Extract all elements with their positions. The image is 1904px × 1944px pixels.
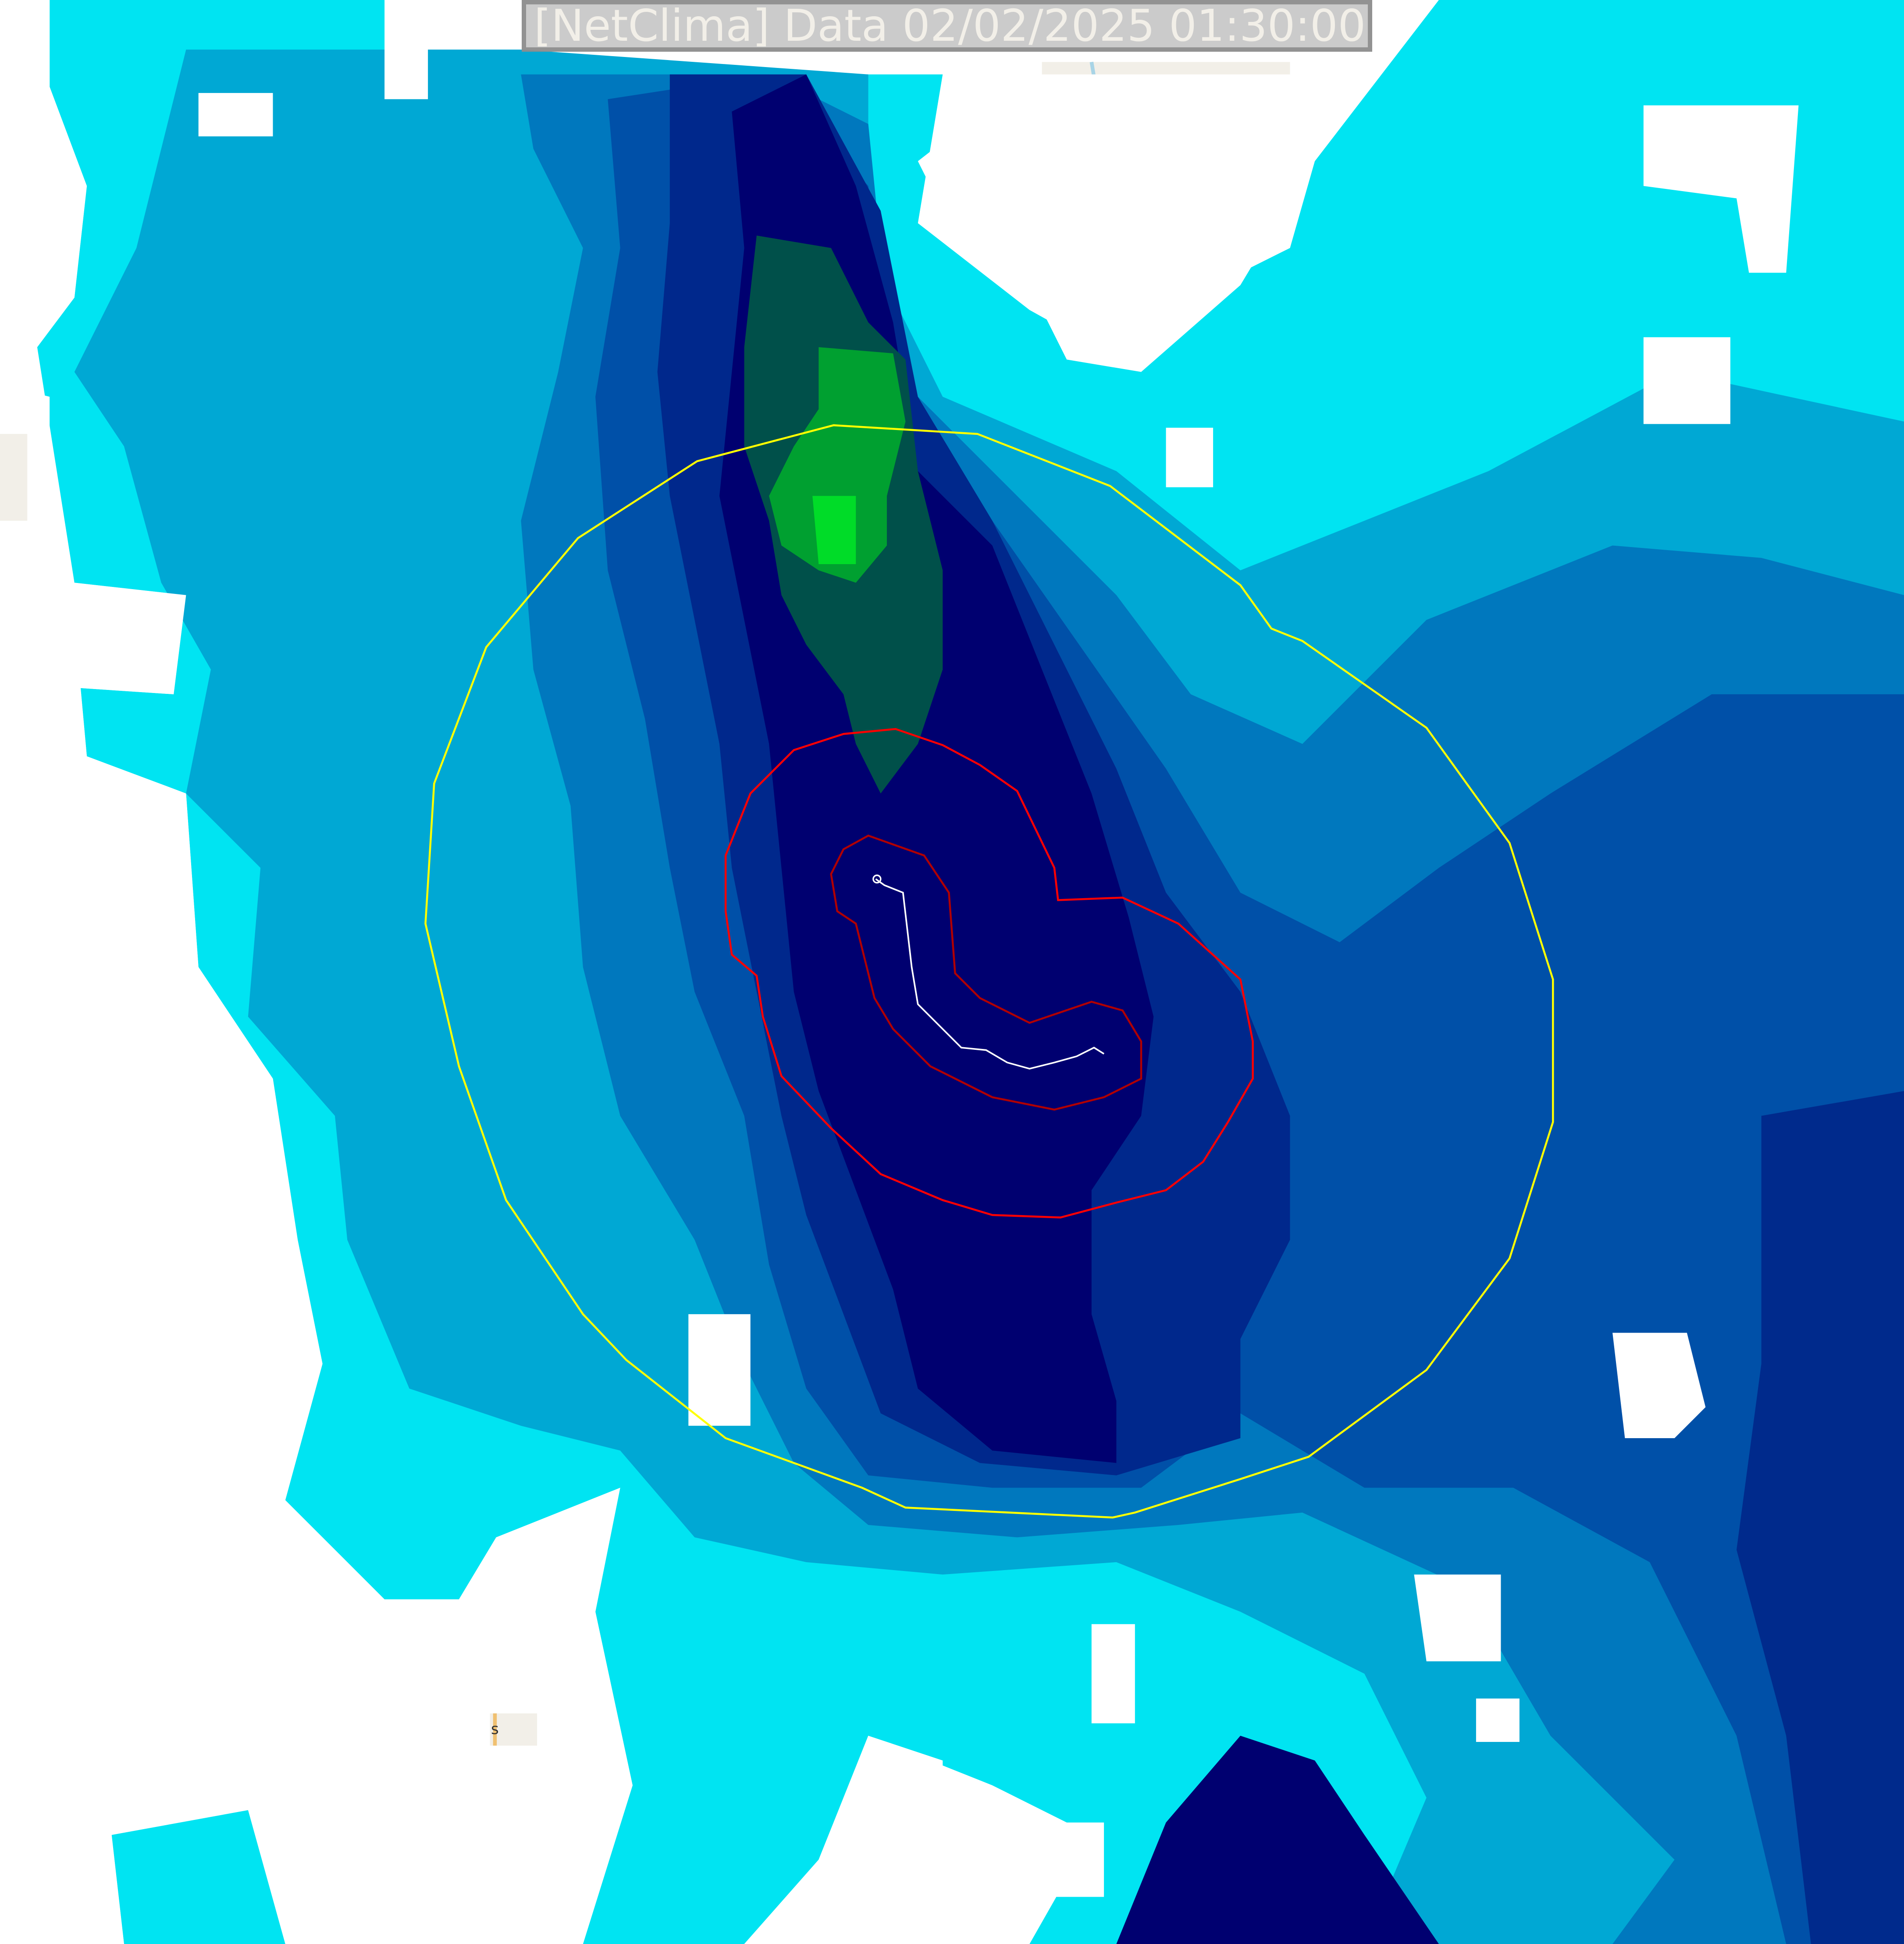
radar-bright-green (812, 496, 856, 564)
place-label: s (491, 1720, 499, 1738)
track-start-marker (872, 874, 882, 884)
radar-navy-south (1116, 1735, 1439, 1944)
red-contour (724, 728, 1254, 1219)
yellow-contour (424, 424, 1554, 1519)
radar-green (769, 347, 906, 583)
storm-track (875, 878, 1105, 1070)
dark-red-contour (830, 834, 1142, 1111)
no-echo-gaps (0, 0, 1799, 1944)
radar-deep-blue-east (1737, 1091, 1904, 1944)
map-title: [NetClima] Data 02/02/2025 01:30:00 (522, 0, 1372, 52)
land-patch-west (0, 434, 28, 521)
land-patch-south (490, 1713, 537, 1746)
